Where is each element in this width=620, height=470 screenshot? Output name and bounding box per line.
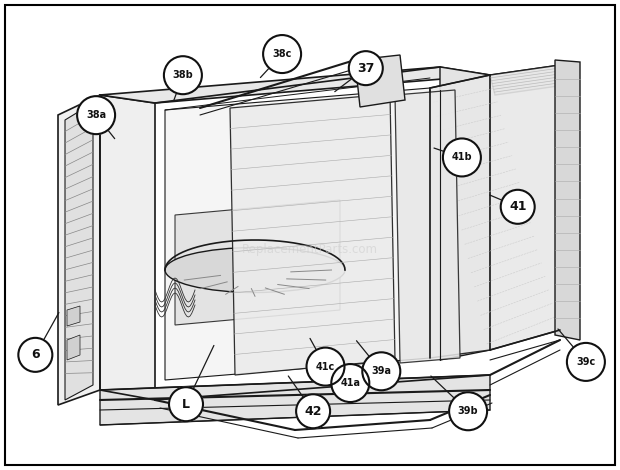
Text: 39b: 39b [458, 406, 479, 416]
Text: 41: 41 [509, 200, 526, 213]
Polygon shape [490, 65, 565, 95]
Polygon shape [430, 65, 560, 358]
Circle shape [263, 35, 301, 73]
Circle shape [19, 338, 52, 372]
Polygon shape [100, 375, 490, 425]
Polygon shape [100, 67, 490, 103]
Polygon shape [555, 60, 580, 340]
Circle shape [362, 352, 401, 390]
Text: 41b: 41b [451, 152, 472, 163]
Text: 38b: 38b [172, 70, 193, 80]
Polygon shape [58, 95, 100, 405]
Text: 42: 42 [304, 405, 322, 418]
Polygon shape [355, 55, 405, 107]
Polygon shape [65, 103, 93, 400]
Polygon shape [100, 95, 155, 400]
Circle shape [169, 387, 203, 421]
Polygon shape [175, 200, 340, 325]
Text: 39a: 39a [371, 366, 391, 376]
Polygon shape [230, 94, 395, 375]
Text: 6: 6 [31, 348, 40, 361]
Text: 41a: 41a [340, 378, 360, 388]
Ellipse shape [165, 248, 345, 292]
Circle shape [567, 343, 605, 381]
Text: 41c: 41c [316, 361, 335, 372]
Polygon shape [165, 88, 430, 380]
Circle shape [349, 51, 383, 85]
Text: L: L [182, 398, 190, 411]
Circle shape [296, 394, 330, 428]
Polygon shape [395, 90, 460, 363]
Text: 39c: 39c [576, 357, 596, 367]
Text: 38a: 38a [86, 110, 106, 120]
Circle shape [77, 96, 115, 134]
Circle shape [164, 56, 202, 94]
Text: 37: 37 [357, 62, 374, 75]
Polygon shape [440, 67, 490, 360]
Circle shape [501, 190, 534, 224]
Polygon shape [67, 306, 80, 326]
Polygon shape [67, 335, 80, 360]
Text: 38c: 38c [272, 49, 292, 59]
Circle shape [443, 139, 481, 176]
Circle shape [331, 364, 370, 402]
Circle shape [449, 392, 487, 430]
Circle shape [306, 348, 345, 385]
Text: ReplacementParts.com: ReplacementParts.com [242, 243, 378, 257]
